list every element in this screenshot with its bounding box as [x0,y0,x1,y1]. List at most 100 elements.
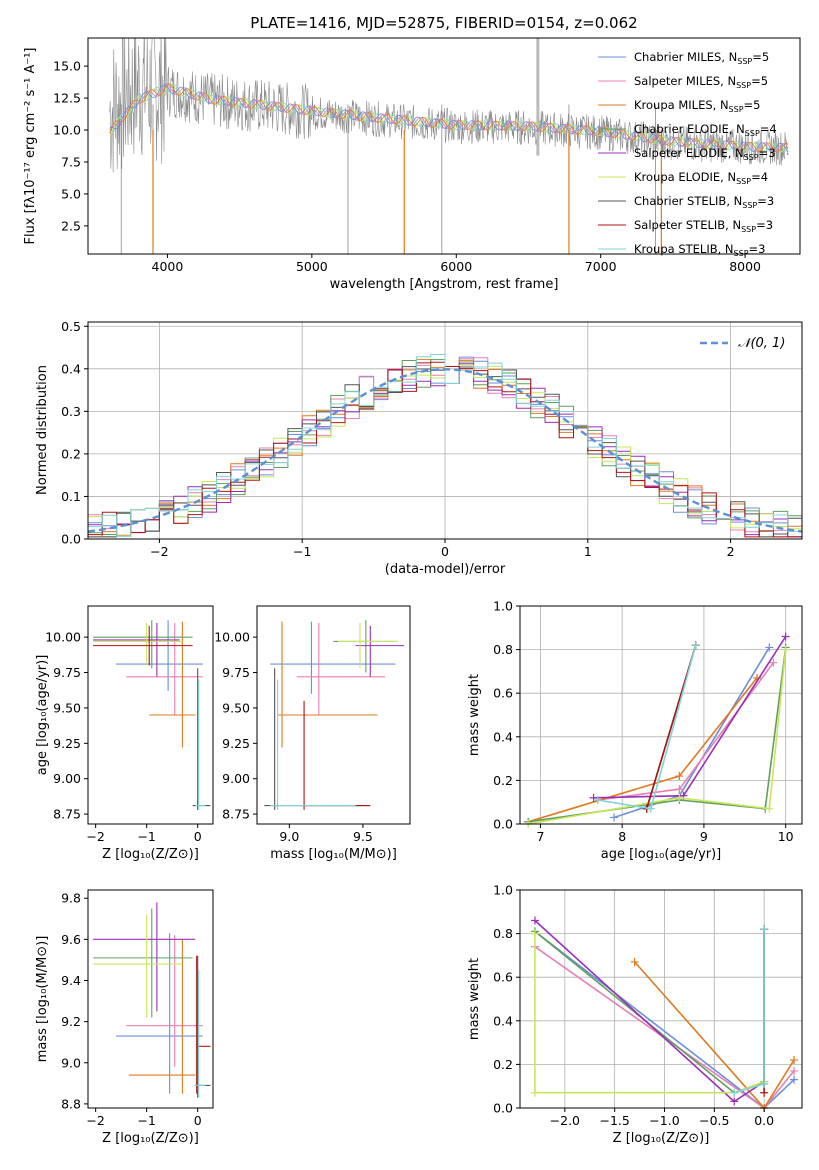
y-tick-label: 9.4 [61,973,81,988]
x-axis-label: wavelength [Angstrom, rest frame] [330,277,559,292]
x-tick-label: −1.5 [599,1113,629,1128]
y-tick-label: 0.2 [493,773,513,788]
plot-area [93,620,211,810]
x-tick-label: 0 [194,1113,202,1128]
model-spectrum [109,84,789,153]
y-tick-label: 9.50 [53,700,81,715]
mass-weight-point [530,1088,539,1097]
spectrum-lines [109,38,789,254]
axes-frame [87,889,214,1109]
plot-area [524,632,790,828]
mass-weight-point [530,916,539,925]
y-tick-label: 8.8 [61,1096,81,1111]
mass-weight-point [675,772,684,781]
x-axis-label: Z [log₁₀(Z/Z⊙)] [102,1131,199,1146]
mass-weight-point [781,645,790,654]
mass-weight-point [790,1066,799,1075]
y-tick-label: 0.4 [61,361,81,376]
x-tick-label: 9.0 [279,829,299,844]
x-tick-label: −1 [137,1113,155,1128]
axes-frame [519,889,803,1109]
y-tick-label: 0.3 [61,404,81,419]
mass-weight-point [530,929,539,938]
x-tick-label: 6000 [440,259,472,274]
y-tick-label: 0.8 [493,642,513,657]
axes-frame [87,605,214,825]
mass-weight-point [589,793,598,802]
panel-residual_distribution: −2 −1 0 1 2 0.0 0.1 0.2 0.3 0.4 0.5 (data-model)/er… [35,319,803,577]
y-axis-label: Normed distribution [35,365,50,495]
y-tick-label: 10.00 [45,630,81,645]
legend-label: 𝒩(0, 1) [738,336,785,351]
x-axis-label: Z [log₁₀(Z/Z⊙)] [613,1131,710,1146]
y-tick-label: 7.5 [61,154,81,169]
legend-label: Kroupa MILES, NSSP=5 [634,98,760,114]
panel-mass_weight_vs_age: 7 8 9 10 0.0 0.2 0.4 0.6 0.8 1.0 age [log₁₀(age/yr… [467,599,803,862]
x-tick-label: 0.0 [754,1113,774,1128]
x-tick-label: 9.5 [353,829,373,844]
legend-label: Kroupa STELIB, NSSP=3 [634,242,765,258]
y-tick-label: 1.0 [493,599,513,614]
y-tick-label: 0.0 [493,817,513,832]
y-tick-label: 0.2 [61,446,81,461]
model-spectrum [109,84,789,153]
x-tick-label: −1 [137,829,155,844]
y-tick-label: 10.00 [214,630,250,645]
y-tick-label: 0.0 [61,532,81,547]
legend-label: Salpeter MILES, NSSP=5 [634,74,768,90]
residual-histogram [88,363,802,538]
y-tick-label: 0.6 [493,970,513,985]
mass-weight-line [534,919,765,1103]
figure-title: PLATE=1416, MJD=52875, FIBERID=0154, z=0… [250,14,637,32]
y-tick-label: 9.00 [53,771,81,786]
mass-weight-line [733,929,765,1094]
x-tick-label: 7000 [585,259,617,274]
y-tick-label: 8.75 [53,807,81,822]
x-tick-label: 0 [441,544,449,559]
y-tick-label: 0.6 [493,686,513,701]
mass-weight-line [534,933,765,1094]
x-axis-label: age [log₁₀(age/yr)] [601,847,722,862]
plot-area [264,620,405,810]
y-axis-label: mass weight [467,958,482,1040]
axes-frame [87,37,801,255]
y-axis-label: mass weight [467,674,482,756]
x-tick-label: 10 [778,829,794,844]
y-axis-label: age [log₁₀(age/yr)] [35,655,50,776]
y-tick-label: 15.0 [53,59,81,74]
x-tick-label: 7 [536,829,544,844]
panel-mass_vs_Z: −2 −1 0 8.8 9.0 9.2 9.4 9.6 9.8 Z [log₁₀(Z/Z⊙)] ma… [35,889,214,1146]
y-tick-label: 0.4 [493,1013,513,1028]
x-tick-label: 2 [727,544,735,559]
mass-weight-point [646,804,655,813]
y-tick-label: 12.5 [53,91,81,106]
mass-weight-point [790,1056,799,1065]
mass-weight-point [781,632,790,641]
y-tick-label: 5.0 [61,186,81,201]
y-tick-label: 9.8 [61,891,81,906]
y-tick-label: 0.8 [493,926,513,941]
y-tick-label: 9.75 [53,665,81,680]
y-tick-label: 9.25 [53,736,81,751]
y-tick-label: 0.5 [61,319,81,334]
mass-weight-point [691,641,700,650]
x-tick-label: −2 [150,544,168,559]
mass-weight-line [597,644,697,810]
y-axis-label: Flux [fλ10⁻¹⁷ erg cm⁻² s⁻¹ A⁻¹] [23,48,38,245]
y-tick-label: 0.4 [493,729,513,744]
plot-area [109,38,789,254]
y-tick-label: 9.25 [222,736,250,751]
y-tick-label: 0.0 [493,1101,513,1116]
y-axis-label: mass [log₁₀(M/M⊙)] [35,936,50,1063]
legend-label: Chabrier MILES, NSSP=5 [634,50,769,66]
y-tick-label: 9.75 [222,665,250,680]
y-tick-label: 9.00 [222,771,250,786]
mass-weight-line [613,646,770,819]
y-tick-label: 10.0 [53,123,81,138]
model-spectrum [109,83,789,153]
gridlines [520,889,802,1109]
axes-frame [519,605,803,825]
x-tick-label: 4000 [152,259,184,274]
mass-weight-point [765,804,774,813]
